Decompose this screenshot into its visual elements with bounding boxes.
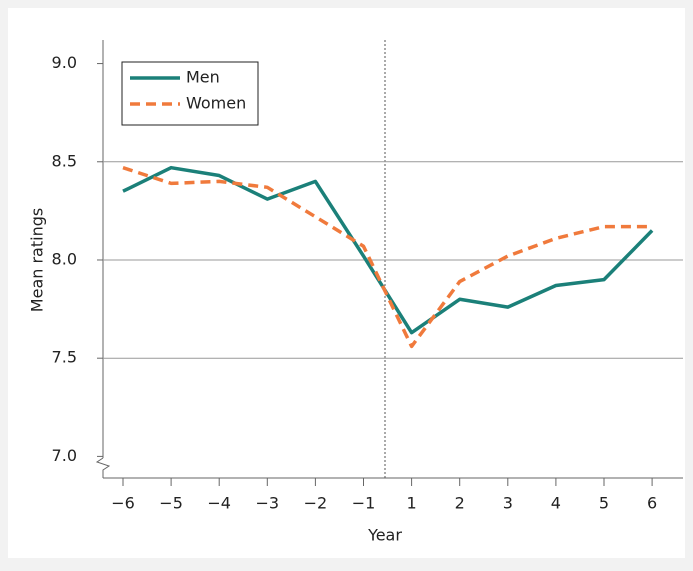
legend-label: Women: [186, 94, 246, 113]
x-tick-label: −3: [256, 494, 280, 513]
x-tick-label: −1: [352, 494, 376, 513]
x-tick-label: 3: [503, 494, 513, 513]
x-tick-label: 2: [455, 494, 465, 513]
y-tick-label: 8.5: [52, 151, 77, 170]
legend-label: Men: [186, 68, 220, 87]
axis-break: [95, 457, 111, 478]
x-axis-title: Year: [367, 526, 402, 545]
series-line: [122, 166, 653, 349]
x-tick-label: 6: [647, 494, 657, 513]
y-tick-label: 8.0: [52, 249, 77, 268]
x-tick-label: 5: [599, 494, 609, 513]
y-tick-label: 7.0: [52, 446, 77, 465]
x-tick-label: 4: [551, 494, 561, 513]
y-axis-title: Mean ratings: [28, 208, 47, 312]
x-tick-label: −4: [207, 494, 231, 513]
x-tick-label: −2: [304, 494, 328, 513]
x-tick-label: −5: [159, 494, 183, 513]
y-tick-label: 9.0: [52, 53, 77, 72]
y-tick-label: 7.5: [52, 348, 77, 367]
legend: [121, 61, 259, 126]
x-tick-label: −6: [111, 494, 135, 513]
x-tick-label: 1: [407, 494, 417, 513]
